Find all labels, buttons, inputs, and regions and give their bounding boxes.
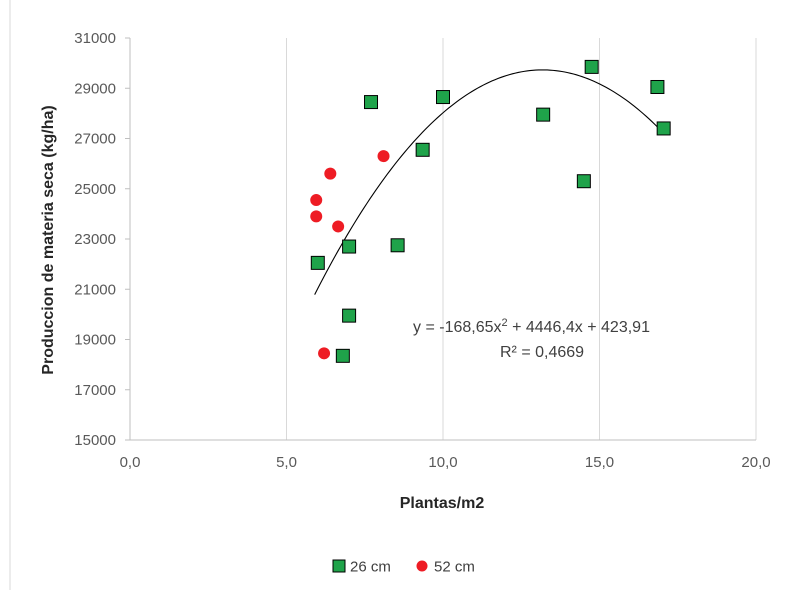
data-point-26cm [335,348,350,363]
legend-label: 26 cm [350,559,391,576]
data-point-26cm [310,255,325,270]
y-tick-label: 19000 [74,332,116,349]
data-point-26cm [584,59,599,74]
data-point-26cm [536,107,551,122]
y-tick-label: 23000 [74,231,116,248]
y-tick-label: 27000 [74,131,116,148]
y-tick-label: 15000 [74,432,116,449]
data-point-26cm [436,90,450,105]
trendline [314,69,665,295]
data-point-52cm [310,194,323,207]
data-point-26cm [576,174,591,189]
legend-label: 52 cm [434,559,475,576]
y-axis-title: Produccion de materia seca (kg/ha) [40,105,57,374]
x-tick-label: 0,0 [120,454,141,471]
legend: 26 cm 52 cm [332,559,475,576]
y-tick-label: 29000 [74,80,116,97]
y-tick-label: 21000 [74,281,116,298]
x-tick-label: 5,0 [276,454,297,471]
data-point-26cm [390,238,405,253]
data-point-26cm [650,79,665,94]
y-tick-label: 31000 [74,30,116,47]
data-point-26cm [342,308,357,323]
data-point-26cm [364,95,379,110]
trendline-r-squared: R² = 0,4669 [500,344,584,361]
data-point-26cm [415,142,430,157]
data-point-52cm [332,220,345,233]
legend-marker-52cm [416,560,428,572]
x-tick-label: 20,0 [741,454,770,471]
data-point-26cm [656,121,671,136]
y-tick-label: 25000 [74,181,116,198]
x-tick-label: 10,0 [428,454,457,471]
trendline-equation: y = -168,65x2 + 4446,4x + 423,91 [413,317,650,336]
data-point-52cm [377,150,390,163]
legend-marker-26cm [332,559,346,573]
data-point-26cm [342,239,357,254]
x-axis-title: Plantas/m2 [400,495,485,512]
x-tick-label: 15,0 [585,454,614,471]
y-tick-label: 17000 [74,382,116,399]
data-point-52cm [310,210,323,223]
data-point-52cm [324,167,337,180]
data-point-52cm [318,347,331,360]
